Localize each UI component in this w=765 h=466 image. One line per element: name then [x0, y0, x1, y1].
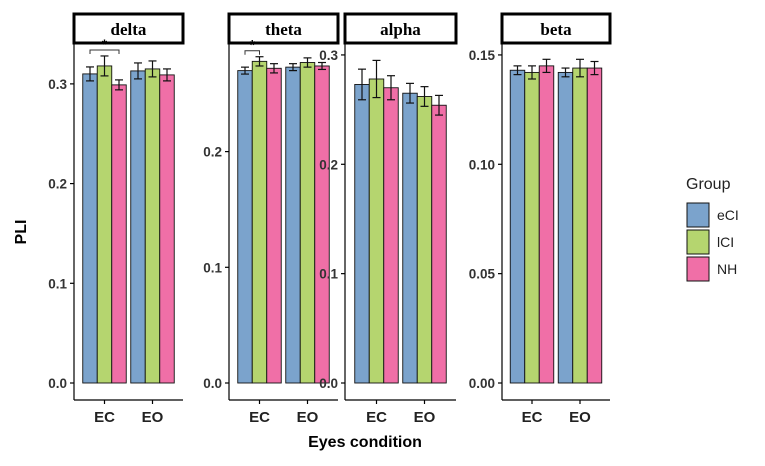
panel-beta: beta 0.00 0.05 0.10 0.15 EC EO [469, 12, 612, 426]
error-bar-beta-EC-lCI [528, 65, 536, 80]
error-bar-beta-EO-NH [590, 60, 599, 76]
strip-label-theta: theta [265, 20, 302, 39]
panel-delta: delta 0.0 0.1 0.2 0.3 EC EO * [48, 12, 185, 426]
x-tick-label-theta-EO: EO [297, 409, 319, 426]
x-tick-label-delta-EC: EC [94, 409, 115, 426]
panel-theta: theta 0.0 0.1 0.2 EC EO * [203, 12, 340, 426]
error-bar-delta-EO-eCI [134, 62, 142, 80]
y-tick-label-beta: 0.15 [469, 48, 496, 63]
y-tick-label-theta: 0.1 [203, 260, 222, 275]
legend-title: Group [686, 176, 731, 193]
legend-key-lCI [686, 229, 710, 255]
y-tick-label-alpha: 0.0 [319, 376, 338, 391]
significance-bracket-delta [89, 49, 120, 54]
y-tick-label-delta: 0.2 [48, 177, 67, 192]
x-tick-label-alpha-EC: EC [366, 409, 387, 426]
bar-delta-EC-eCI [82, 73, 98, 384]
y-tick-label-alpha: 0.1 [319, 267, 338, 282]
error-bar-beta-EC-eCI [513, 65, 522, 76]
error-bar-theta-EC-NH [270, 63, 278, 74]
bar-delta-EO-lCI [144, 68, 161, 384]
bar-theta-EO-lCI [299, 62, 316, 384]
bar-delta-EC-lCI [96, 65, 113, 384]
error-bar-alpha-EC-eCI [358, 68, 366, 101]
y-tick-label-beta: 0.10 [469, 157, 495, 172]
error-bar-delta-EC-eCI [86, 66, 94, 82]
x-tick-label-alpha-EO: EO [414, 409, 436, 426]
strip-box-theta [227, 12, 340, 45]
strip-box-alpha [343, 12, 458, 45]
error-bar-theta-EO-NH [318, 61, 326, 71]
y-tick-label-delta: 0.1 [48, 276, 67, 291]
legend-label-lCI: lCI [717, 234, 734, 250]
strip-box-beta [500, 12, 612, 45]
bar-theta-EO-NH [314, 65, 330, 384]
bar-alpha-EC-lCI [368, 78, 385, 384]
error-bar-delta-EO-NH [163, 68, 171, 82]
panel-alpha: alpha 0.0 0.1 0.2 0.3 EC EO [319, 12, 458, 426]
error-bar-delta-EO-lCI [148, 60, 157, 78]
error-bar-alpha-EC-lCI [372, 59, 381, 99]
bar-beta-EO-NH [586, 67, 603, 384]
error-bar-theta-EC-lCI [255, 56, 264, 67]
y-tick-label-beta: 0.05 [469, 267, 496, 282]
error-bar-theta-EC-eCI [241, 66, 249, 75]
bar-theta-EC-NH [266, 67, 282, 384]
error-bar-beta-EC-NH [542, 58, 551, 74]
x-tick-label-theta-EC: EC [249, 409, 270, 426]
y-tick-label-delta: 0.3 [48, 77, 67, 92]
bar-delta-EO-eCI [130, 70, 146, 384]
bar-beta-EC-eCI [509, 69, 526, 384]
error-bar-alpha-EC-NH [387, 75, 395, 101]
significance-label-delta: * [102, 36, 108, 52]
x-tick-label-beta-EO: EO [569, 409, 591, 426]
bar-beta-EC-lCI [524, 71, 540, 384]
chart-panels: delta 0.0 0.1 0.2 0.3 EC EO * theta 0.0 0.1 0.2 EC EO… [48, 12, 612, 426]
bar-alpha-EO-eCI [402, 92, 418, 384]
strip-box-delta [72, 12, 185, 45]
error-bar-alpha-EO-NH [435, 94, 443, 116]
legend-key-eCI [686, 202, 710, 228]
x-tick-label-beta-EC: EC [522, 409, 543, 426]
significance-label-theta: * [250, 37, 256, 53]
error-bar-delta-EC-NH [115, 79, 123, 91]
legend-label-eCI: eCI [717, 207, 739, 223]
strip-label-beta: beta [540, 20, 572, 39]
error-bar-delta-EC-lCI [100, 55, 109, 77]
error-bar-theta-EO-lCI [303, 57, 312, 68]
y-axis-title: PLI [13, 220, 30, 245]
y-tick-label-beta: 0.00 [469, 376, 495, 391]
bar-theta-EO-eCI [285, 66, 301, 384]
significance-bracket-theta [244, 50, 260, 55]
error-bar-alpha-EO-eCI [406, 82, 414, 104]
error-bar-alpha-EO-lCI [420, 86, 429, 107]
bar-delta-EC-NH [111, 84, 127, 384]
y-tick-label-theta: 0.2 [203, 145, 222, 160]
strip-label-delta: delta [111, 20, 147, 39]
y-tick-label-theta: 0.0 [203, 376, 222, 391]
bar-beta-EO-lCI [572, 67, 588, 384]
x-axis-title: Eyes condition [308, 434, 422, 451]
strip-label-alpha: alpha [380, 20, 421, 39]
bar-beta-EO-eCI [557, 71, 574, 384]
bar-alpha-EO-lCI [416, 96, 433, 384]
error-bar-beta-EO-lCI [576, 58, 584, 78]
legend: Group eCI lCI NH [686, 176, 739, 282]
bar-alpha-EO-NH [431, 104, 447, 384]
bar-theta-EC-lCI [251, 60, 268, 384]
y-tick-label-delta: 0.0 [48, 376, 67, 391]
x-tick-label-delta-EO: EO [142, 409, 164, 426]
legend-label-NH: NH [717, 261, 737, 277]
bar-alpha-EC-eCI [354, 84, 370, 384]
bar-alpha-EC-NH [383, 87, 399, 384]
bar-delta-EO-NH [159, 74, 175, 384]
y-tick-label-alpha: 0.2 [319, 157, 338, 172]
error-bar-beta-EO-eCI [561, 67, 570, 78]
bar-beta-EC-NH [538, 65, 555, 384]
legend-key-NH [686, 256, 710, 282]
error-bar-theta-EO-eCI [289, 63, 297, 72]
y-tick-label-alpha: 0.3 [319, 48, 338, 63]
bar-theta-EC-eCI [237, 70, 253, 384]
